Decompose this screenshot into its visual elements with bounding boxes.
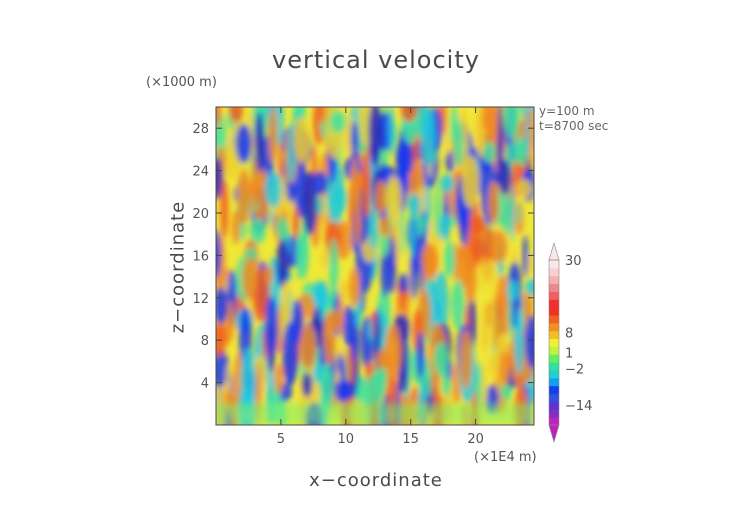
y-tick-label: 28 (192, 122, 209, 137)
colorbar-swatch (549, 409, 559, 418)
x-tick-label: 5 (277, 432, 285, 447)
colorbar-swatch (549, 307, 559, 316)
colorbar-swatch (549, 393, 559, 402)
colorbar-label: 8 (565, 327, 573, 342)
colorbar-swatch (549, 315, 559, 324)
colorbar-bottom-arrow (548, 424, 560, 444)
y-tick-label: 4 (201, 377, 209, 392)
x-tick-label: 15 (402, 432, 419, 447)
y-tick-label: 24 (192, 165, 209, 180)
colorbar-swatch (549, 338, 559, 347)
y-tick-label: 16 (192, 249, 209, 264)
y-tick-label: 8 (201, 334, 209, 349)
x-axis-label: x−coordinate (309, 470, 443, 491)
field-blobs (216, 107, 534, 425)
annotation-time: t=8700 sec (539, 119, 609, 133)
colorbar-swatch (549, 377, 559, 387)
x-axis-unit: (×1E4 m) (474, 450, 537, 465)
plot-frame (215, 106, 535, 426)
annotation-y-position: y=100 m (539, 104, 595, 118)
colorbar-swatch (549, 370, 559, 379)
colorbar-swatch (549, 330, 559, 340)
colorbar-swatch (549, 346, 559, 355)
x-tick-label: 20 (467, 432, 484, 447)
colorbar-swatch (549, 283, 559, 292)
colorbar-swatch (549, 275, 559, 285)
colorbar-top-arrow (548, 241, 560, 261)
colorbar-swatch (549, 322, 559, 332)
colorbar-swatch (549, 299, 559, 308)
colorbar-swatch (549, 417, 559, 426)
colorbar-label: −2 (565, 363, 584, 378)
colorbar-swatch (549, 291, 559, 300)
colorbar-frame (548, 259, 560, 426)
colorbar-label: 30 (565, 254, 582, 269)
heatmap-field (216, 107, 534, 425)
x-tick-label: 10 (338, 432, 355, 447)
y-tick-label: 12 (192, 292, 209, 307)
colorbar-swatch (549, 260, 559, 269)
colorbar-swatch (549, 267, 559, 277)
axis-ticks: 5 10 15 20 4 8 12 16 20 24 28 (192, 107, 534, 447)
colorbar-label: −14 (565, 399, 592, 414)
colorbar-label: 1 (565, 347, 573, 362)
colorbar-swatch (549, 362, 559, 371)
y-tick-label: 20 (192, 207, 209, 222)
y-axis-unit: (×1000 m) (146, 75, 217, 90)
colorbar-swatch (549, 354, 559, 363)
colorbar-swatch (549, 385, 559, 395)
colorbar-swatch (549, 401, 559, 410)
colorbar: 30 8 1−2 −14 (548, 241, 592, 444)
chart-title: vertical velocity (272, 46, 480, 74)
